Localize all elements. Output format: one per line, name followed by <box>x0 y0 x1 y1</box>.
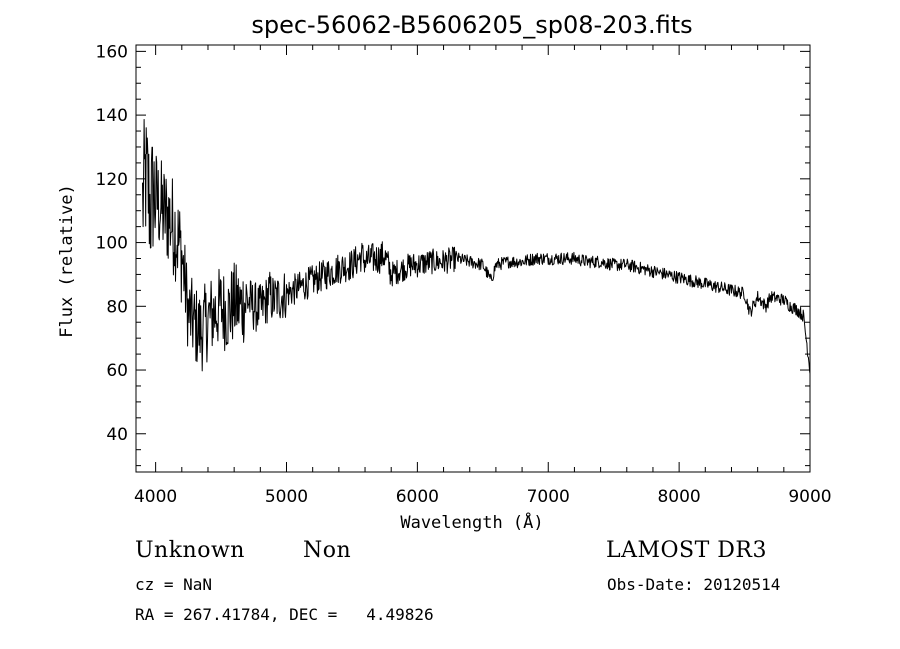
y-tick-label: 100 <box>96 234 128 254</box>
axis-ticks <box>136 45 811 472</box>
object-class: Unknown <box>135 538 245 563</box>
y-axis-label: Flux (relative) <box>57 184 77 338</box>
y-tick-label: 120 <box>96 170 128 190</box>
x-tick-label: 5000 <box>265 487 308 507</box>
y-tick-label: 140 <box>96 106 128 126</box>
y-tick-label: 40 <box>106 425 128 445</box>
x-tick-label: 8000 <box>657 487 700 507</box>
coordinates: RA = 267.41784, DEC = 4.49826 <box>135 605 434 624</box>
observation-date: Obs-Date: 20120514 <box>607 575 781 594</box>
y-tick-label: 60 <box>106 361 128 381</box>
x-tick-label: 6000 <box>396 487 439 507</box>
x-tick-label: 9000 <box>788 487 831 507</box>
flux-spectrum-line <box>142 119 811 374</box>
x-axis-label: Wavelength (Å) <box>400 511 543 533</box>
x-tick-label: 4000 <box>134 487 177 507</box>
y-tick-label: 160 <box>96 42 128 62</box>
x-tick-label: 7000 <box>527 487 570 507</box>
tick-labels: 4000 5000 6000 7000 8000 9000 40 60 80 100 120 140 1… <box>96 42 832 507</box>
chart-title: spec-56062-B5606205_sp08-203.fits <box>251 11 692 39</box>
y-tick-label: 80 <box>106 297 128 317</box>
object-subclass: Non <box>303 538 352 563</box>
redshift-value: cz = NaN <box>135 575 213 594</box>
survey-name: LAMOST DR3 <box>606 538 767 563</box>
plot-frame <box>135 44 811 473</box>
